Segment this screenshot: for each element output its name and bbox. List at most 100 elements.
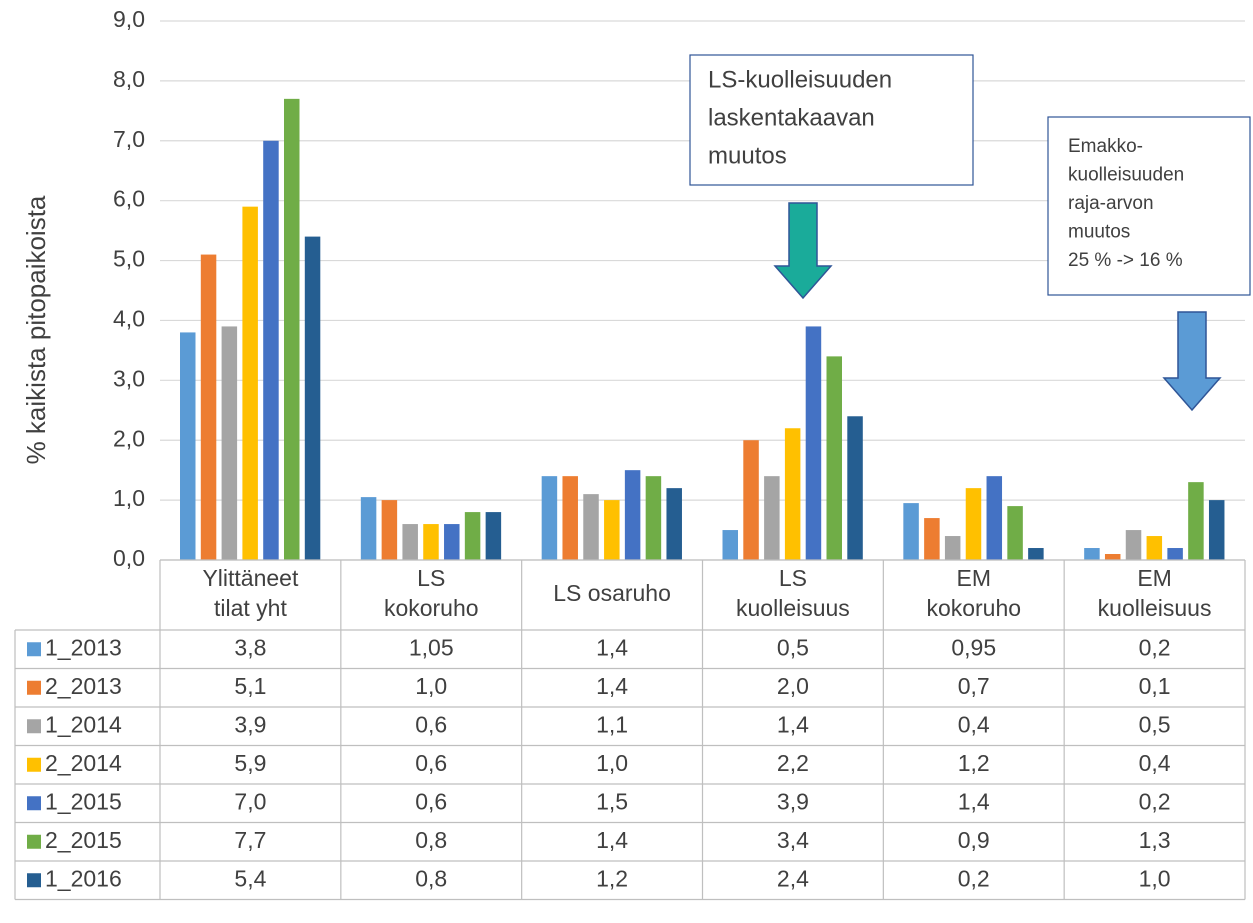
table-value: 1,2 [596, 865, 628, 891]
table-value: 7,0 [234, 788, 266, 814]
bar [541, 476, 558, 560]
bar [1167, 548, 1183, 560]
table-value: 1,0 [415, 673, 447, 699]
bar [485, 512, 502, 560]
table-value: 5,4 [234, 865, 266, 891]
category-label: tilat yht [214, 595, 287, 621]
bar [743, 440, 759, 560]
bar [180, 332, 196, 560]
y-tick-label: 1,0 [113, 485, 145, 511]
category-label: EM [1137, 565, 1172, 591]
y-tick-label: 8,0 [113, 66, 145, 92]
legend-label: 1_2013 [45, 634, 122, 660]
y-tick-label: 2,0 [113, 425, 145, 451]
table-value: 1,05 [409, 634, 454, 660]
bar [666, 488, 682, 560]
table-value: 2,2 [777, 750, 809, 776]
table-value: 0,4 [958, 711, 990, 737]
annotation-text: raja-arvon [1068, 193, 1154, 214]
y-tick-label: 9,0 [113, 6, 145, 32]
table-value: 0,8 [415, 827, 447, 853]
y-axis-label: % kaikista pitopaikoista [21, 195, 51, 464]
table-value: 0,95 [951, 634, 996, 660]
category-label: LS [417, 565, 445, 591]
table-value: 3,8 [234, 634, 266, 660]
bar [284, 98, 300, 560]
bar [221, 326, 238, 560]
legend-swatch [27, 834, 41, 849]
bar [583, 494, 599, 560]
annotation-text: 25 % -> 16 % [1068, 250, 1183, 271]
category-label: kuolleisuus [736, 595, 850, 621]
annotation-text: laskentakaavan [708, 104, 875, 131]
table-value: 0,6 [415, 711, 447, 737]
annotation-box [689, 54, 974, 186]
annotation-text: muutos [708, 142, 787, 169]
table-value: 0,1 [1139, 673, 1171, 699]
bar [924, 518, 940, 560]
bar [944, 536, 961, 560]
category-label: LS osaruho [553, 580, 671, 606]
bar [444, 524, 460, 560]
bar [645, 476, 662, 560]
legend-label: 2_2013 [45, 673, 122, 699]
table-value: 0,2 [958, 865, 990, 891]
bar [847, 416, 863, 560]
table-value: 1,5 [596, 788, 628, 814]
annotation-text: kuolleisuuden [1068, 165, 1184, 186]
bar [784, 428, 801, 560]
category-label: kokoruho [926, 595, 1021, 621]
bar [1188, 482, 1204, 560]
table-value: 1,4 [777, 711, 809, 737]
bar [242, 206, 258, 560]
bar [805, 326, 822, 560]
legend-swatch [27, 642, 41, 657]
legend-swatch [27, 757, 41, 772]
table-value: 0,6 [415, 788, 447, 814]
table-value: 0,2 [1139, 634, 1171, 660]
legend-swatch [27, 873, 41, 888]
legend-label: 2_2015 [45, 827, 122, 853]
bar [1146, 536, 1163, 560]
bar [381, 500, 398, 560]
table-value: 0,7 [958, 673, 990, 699]
category-label: LS [779, 565, 807, 591]
legend-swatch [27, 796, 41, 811]
table-value: 0,2 [1139, 788, 1171, 814]
table-value: 0,4 [1139, 750, 1171, 776]
category-label: EM [957, 565, 992, 591]
table-value: 1,4 [596, 673, 628, 699]
y-tick-label: 7,0 [113, 126, 145, 152]
bar [200, 254, 217, 561]
bar [360, 497, 377, 560]
bar [1125, 530, 1142, 560]
y-tick-label: 5,0 [113, 246, 145, 272]
table-value: 0,8 [415, 865, 447, 891]
bar [423, 524, 439, 560]
table-value: 1,0 [1139, 865, 1171, 891]
table-value: 1,2 [958, 750, 990, 776]
category-label: Ylittäneet [202, 565, 299, 591]
bar [1104, 554, 1121, 560]
table-value: 1,1 [596, 711, 628, 737]
table-value: 3,4 [777, 827, 809, 853]
table-value: 2,4 [777, 865, 809, 891]
table-value: 5,9 [234, 750, 266, 776]
bar [1028, 548, 1044, 560]
table-value: 1,4 [958, 788, 990, 814]
legend-swatch [27, 680, 41, 695]
table-value: 0,5 [1139, 711, 1171, 737]
bar [604, 500, 620, 560]
bar [1084, 548, 1100, 560]
table-value: 0,5 [777, 634, 809, 660]
bar [986, 476, 1003, 560]
table-value: 5,1 [234, 673, 266, 699]
legend-label: 2_2014 [45, 750, 122, 776]
legend-label: 1_2014 [45, 711, 122, 737]
y-tick-label: 4,0 [113, 306, 145, 332]
legend-label: 1_2015 [45, 788, 122, 814]
bar [464, 512, 481, 560]
bar [562, 476, 578, 560]
table-value: 3,9 [777, 788, 809, 814]
